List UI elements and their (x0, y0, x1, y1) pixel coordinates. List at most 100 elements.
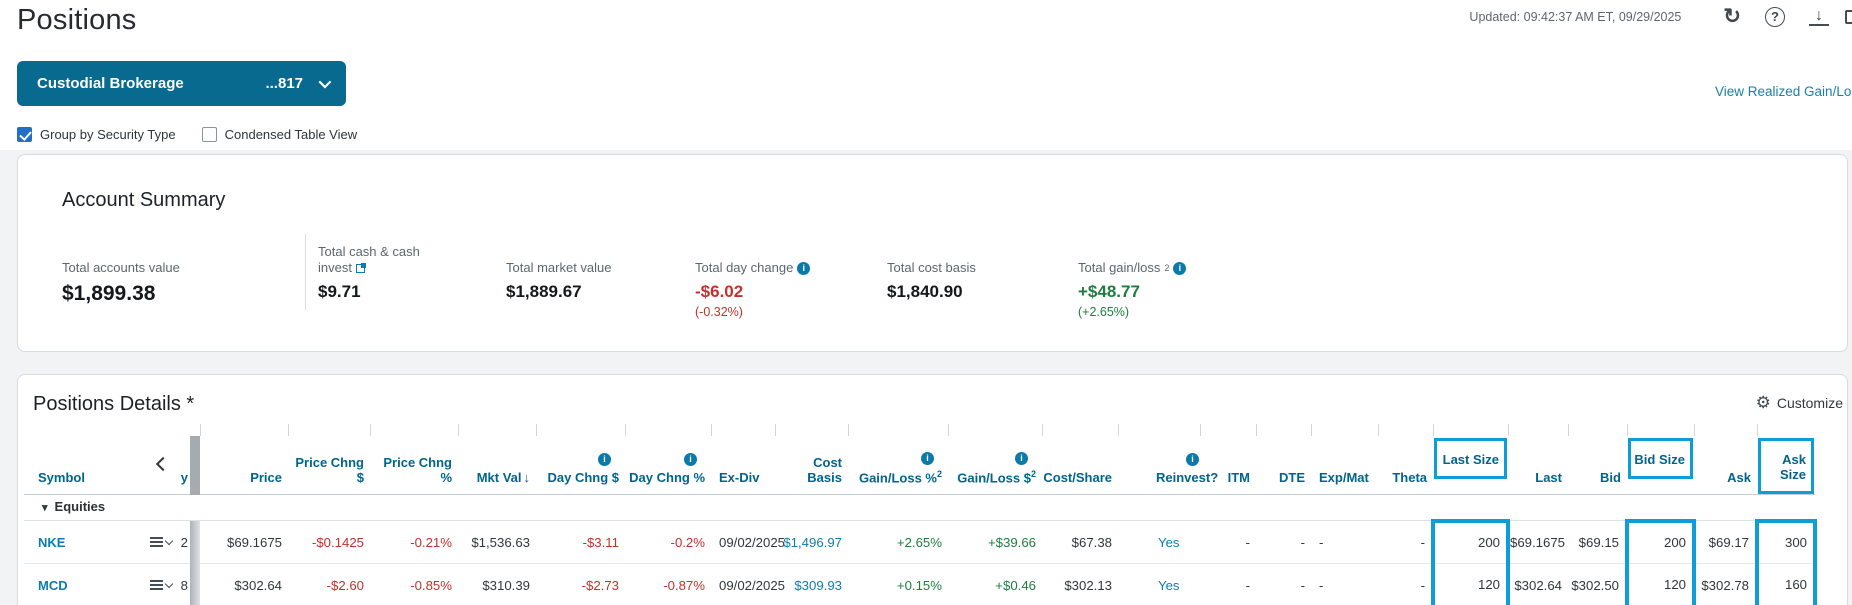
total-market-value: $1,889.67 (506, 282, 582, 301)
cost-basis-link[interactable]: $309.93 (794, 577, 842, 593)
col-header-price-chng-dollar[interactable]: Price Chng $ (288, 424, 370, 495)
equities-group-row[interactable]: ▾ Equities (24, 494, 1815, 521)
col-header-theta[interactable]: Theta (1378, 424, 1433, 495)
column-splitter-handle[interactable] (190, 520, 200, 564)
info-icon[interactable]: i (598, 453, 611, 466)
column-splitter-handle[interactable] (190, 563, 200, 605)
price-cell: $69.1675 (200, 520, 288, 564)
printer-icon-truncated[interactable] (1845, 8, 1852, 26)
ask-size-cell: 160 (1755, 563, 1817, 605)
col-header-reinvest[interactable]: i Reinvest? (1118, 424, 1218, 495)
col-header-ex-div[interactable]: Ex-Div (711, 424, 775, 495)
updated-timestamp: Updated: 09:42:37 AM ET, 09/29/2025 (1469, 10, 1682, 24)
col-header-qty-partial[interactable]: y (174, 436, 190, 495)
day-chng-percent-cell: -0.87% (625, 563, 711, 605)
exp-mat-cell: - (1311, 520, 1378, 564)
col-header-ask[interactable]: Ask (1694, 424, 1757, 495)
day-chng-percent-cell: -0.2% (625, 520, 711, 564)
page-title: Positions (17, 4, 137, 36)
total-day-change-label: Total day change (695, 260, 794, 275)
triangle-down-icon[interactable]: ▾ (42, 502, 48, 515)
col-header-price[interactable]: Price (200, 424, 288, 495)
help-icon[interactable]: ? (1765, 7, 1785, 27)
collapse-panel-icon[interactable] (155, 456, 171, 472)
cost-share-cell: $302.13 (1042, 563, 1118, 605)
price-chng-dollar-cell: -$2.60 (288, 563, 370, 605)
ask-size-cell: 300 (1755, 518, 1817, 564)
day-chng-dollar-cell: -$2.73 (536, 563, 625, 605)
info-icon[interactable]: i (684, 453, 697, 466)
customize-button[interactable]: ⚙ Customize (1756, 393, 1843, 413)
info-icon[interactable]: i (1015, 451, 1028, 465)
table-row-mcd: MCD 8 $302.64 -$2.60 -0.85% $310.39 -$2.… (24, 563, 1817, 605)
day-chng-dollar-cell: -$3.11 (536, 520, 625, 564)
col-header-gain-loss-dollar[interactable]: i Gain/Loss $2 (948, 424, 1042, 495)
cost-basis-cell: $1,496.97 (775, 520, 848, 564)
gain-loss-dollar-cell: +$39.66 (948, 520, 1042, 564)
bid-size-highlight-box: Bid Size (1628, 438, 1693, 479)
bid-cell: $69.15 (1568, 520, 1627, 564)
top-bar: Positions Updated: 09:42:37 AM ET, 09/29… (0, 0, 1852, 46)
col-header-bid-size[interactable]: Bid Size (1627, 424, 1694, 495)
total-cash-label-line1: Total cash & cash (318, 244, 420, 259)
download-icon[interactable]: ↓ (1809, 7, 1829, 26)
cost-basis-link[interactable]: $1,496.97 (783, 534, 842, 550)
bid-size-cell: 200 (1625, 518, 1696, 564)
menu-icon (150, 537, 163, 547)
view-realized-gain-loss-link[interactable]: View Realized Gain/Loss (1715, 84, 1852, 99)
col-header-price-chng-percent[interactable]: Price Chng % (370, 424, 458, 495)
condensed-table-view-checkbox[interactable] (201, 127, 217, 142)
col-header-last[interactable]: Last (1508, 424, 1568, 495)
account-selector-button[interactable]: Custodial Brokerage ...817 (17, 61, 346, 106)
table-row-nke: NKE 2 $69.1675 -$0.1425 -0.21% $1,536.63… (24, 518, 1817, 564)
reinvest-link[interactable]: Yes (1158, 534, 1180, 550)
col-header-cost-share[interactable]: Cost/Share (1042, 424, 1118, 495)
total-day-change-percent: (-0.32%) (695, 305, 743, 319)
symbol-link[interactable]: NKE (38, 534, 66, 550)
symbol-link[interactable]: MCD (38, 577, 68, 593)
col-header-last-size[interactable]: Last Size (1433, 424, 1508, 495)
group-by-security-type-label: Group by Security Type (40, 127, 176, 142)
reinvest-cell: Yes (1118, 520, 1200, 564)
col-header-ask-size[interactable]: Ask Size (1757, 424, 1815, 495)
info-icon[interactable]: i (1186, 453, 1199, 466)
info-icon[interactable]: i (797, 261, 811, 275)
dte-cell: - (1256, 520, 1311, 564)
row-menu-button[interactable] (150, 536, 174, 547)
col-header-cost-basis[interactable]: Cost Basis (775, 424, 848, 495)
col-header-mkt-val[interactable]: Mkt Val ↓ (458, 424, 536, 495)
column-splitter-handle[interactable] (190, 436, 200, 495)
price-chng-percent-cell: -0.85% (370, 563, 458, 605)
reinvest-link[interactable]: Yes (1158, 577, 1180, 593)
info-icon[interactable]: i (921, 451, 934, 465)
refresh-icon[interactable]: ↻ (1723, 5, 1741, 28)
last-size-highlight-box: Last Size (1434, 438, 1507, 479)
total-gain-loss-label: Total gain/loss (1078, 260, 1161, 275)
info-icon[interactable]: i (1173, 261, 1187, 275)
col-header-exp-mat[interactable]: Exp/Mat (1311, 424, 1378, 495)
view-options-row: Group by Security Type Condensed Table V… (17, 127, 1852, 142)
printer-icon-shape (1845, 10, 1852, 24)
header-row: Symbol y Price Price Chng $ Price Chng %… (24, 424, 1815, 495)
total-accounts-value-item: Total accounts value $1,899.38 (62, 240, 305, 306)
col-header-itm[interactable]: ITM (1200, 424, 1256, 495)
popout-icon[interactable] (355, 263, 366, 273)
ask-size-highlight-box: Ask Size (1758, 438, 1814, 494)
col-header-symbol[interactable]: Symbol (24, 436, 174, 495)
price-cell: $302.64 (200, 563, 288, 605)
itm-cell: - (1200, 563, 1256, 605)
col-header-bid[interactable]: Bid (1568, 424, 1627, 495)
row-menu-button[interactable] (150, 579, 174, 590)
col-header-dte[interactable]: DTE (1256, 424, 1311, 495)
total-day-change-item: Total day change i -$6.02 (-0.32%) (695, 240, 887, 319)
theta-cell: - (1378, 563, 1433, 605)
group-by-security-type-checkbox[interactable] (17, 127, 32, 142)
account-selector-row: Custodial Brokerage ...817 (17, 61, 1852, 106)
col-header-gain-loss-percent[interactable]: i Gain/Loss %2 (848, 424, 948, 495)
last-cell: $69.1675 (1508, 520, 1568, 564)
total-gain-loss-value: +$48.77 (1078, 282, 1140, 301)
col-header-day-chng-percent[interactable]: i Day Chng % (625, 424, 711, 495)
account-number: ...817 (265, 75, 303, 92)
col-header-day-chng-dollar[interactable]: i Day Chng $ (536, 424, 625, 495)
bid-size-cell: 120 (1625, 563, 1696, 605)
